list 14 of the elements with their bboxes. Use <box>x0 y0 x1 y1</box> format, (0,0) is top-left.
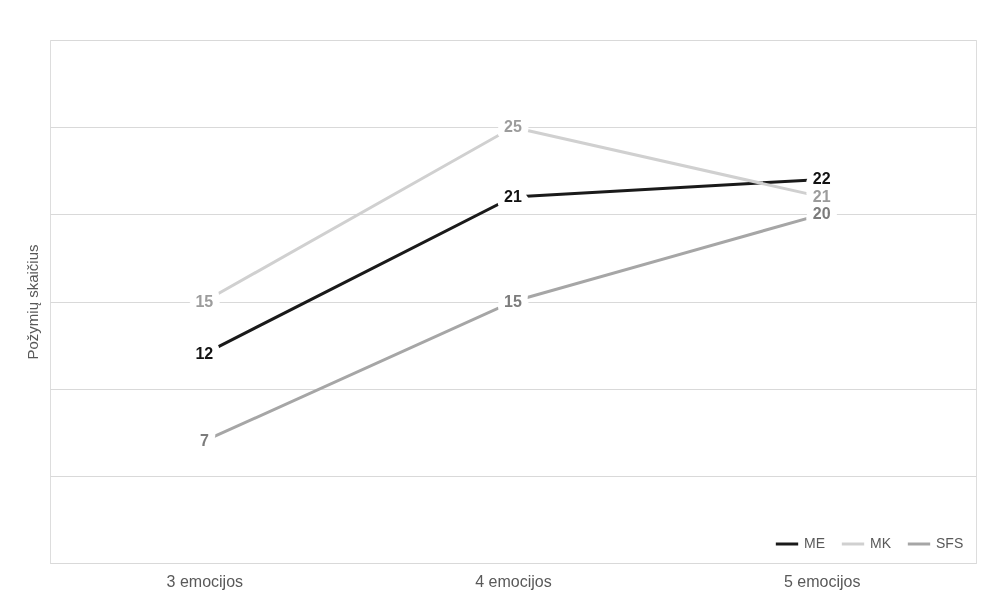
data-label: 22 <box>812 170 831 188</box>
data-label: 15 <box>195 292 214 310</box>
x-tick-label: 3 emocijos <box>166 572 244 590</box>
data-label: 12 <box>195 344 214 362</box>
x-tick-label: 5 emocijos <box>783 572 861 590</box>
y-axis-title: Požymių skaičius <box>23 244 41 360</box>
legend-label: ME <box>804 535 825 551</box>
data-label: 20 <box>812 205 831 223</box>
x-tick-label: 4 emocijos <box>475 572 552 590</box>
data-label: 7 <box>199 431 209 449</box>
data-label: 25 <box>504 118 522 136</box>
data-label: 21 <box>812 187 831 205</box>
legend-label: MK <box>870 535 892 551</box>
legend-label: SFS <box>936 535 964 551</box>
